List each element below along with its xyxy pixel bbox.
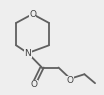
- Text: O: O: [29, 10, 36, 19]
- Text: O: O: [67, 76, 74, 85]
- Text: O: O: [31, 80, 38, 89]
- Text: N: N: [24, 49, 31, 58]
